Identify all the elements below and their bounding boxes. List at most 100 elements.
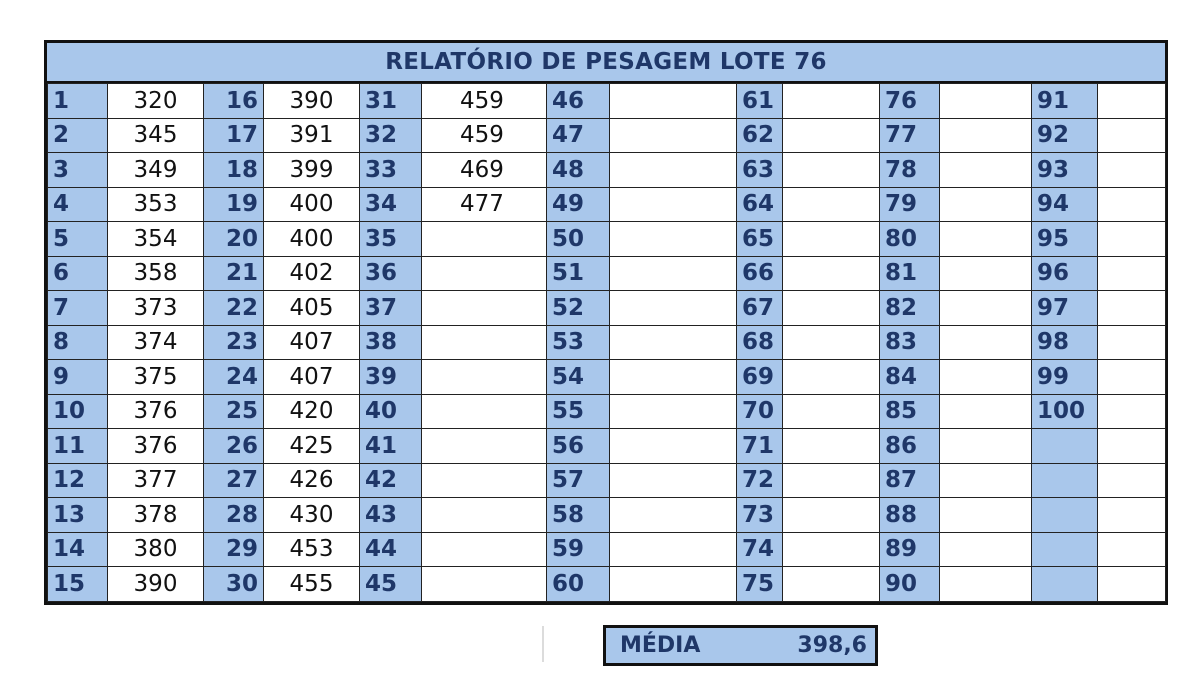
weight-value-cell[interactable] xyxy=(1097,324,1166,360)
weight-value-cell[interactable] xyxy=(782,428,880,464)
weight-value-cell[interactable]: 425 xyxy=(263,428,360,464)
weight-value-cell[interactable] xyxy=(782,359,880,395)
weight-value-cell[interactable] xyxy=(609,152,737,188)
weight-value-cell[interactable] xyxy=(1097,290,1166,326)
weight-value-cell[interactable] xyxy=(609,393,737,429)
weight-value-cell[interactable] xyxy=(421,462,547,498)
weight-value-cell[interactable] xyxy=(782,393,880,429)
weight-value-cell[interactable]: 426 xyxy=(263,462,360,498)
weight-value-cell[interactable] xyxy=(939,83,1032,119)
weight-value-cell[interactable] xyxy=(939,221,1032,257)
weight-value-cell[interactable]: 420 xyxy=(263,393,360,429)
weight-value-cell[interactable] xyxy=(1097,462,1166,498)
weight-value-cell[interactable]: 375 xyxy=(107,359,204,395)
weight-value-cell[interactable] xyxy=(782,462,880,498)
weight-value-cell[interactable] xyxy=(782,290,880,326)
weight-value-cell[interactable]: 345 xyxy=(107,117,204,153)
weight-value-cell[interactable] xyxy=(939,255,1032,291)
weight-value-cell[interactable]: 459 xyxy=(421,117,547,153)
weight-value-cell[interactable] xyxy=(609,324,737,360)
weight-value-cell[interactable]: 459 xyxy=(421,83,547,119)
weight-value-cell[interactable] xyxy=(609,117,737,153)
weight-value-cell[interactable] xyxy=(1097,117,1166,153)
weight-value-cell[interactable]: 373 xyxy=(107,290,204,326)
weight-value-cell[interactable]: 376 xyxy=(107,428,204,464)
weight-value-cell[interactable] xyxy=(939,186,1032,222)
weight-value-cell[interactable] xyxy=(421,290,547,326)
weight-value-cell[interactable] xyxy=(782,566,880,602)
weight-value-cell[interactable] xyxy=(939,428,1032,464)
weight-value-cell[interactable] xyxy=(939,462,1032,498)
weight-value-cell[interactable]: 320 xyxy=(107,83,204,119)
weight-value-cell[interactable] xyxy=(939,152,1032,188)
weight-value-cell[interactable] xyxy=(421,221,547,257)
weight-value-cell[interactable] xyxy=(609,462,737,498)
weight-value-cell[interactable] xyxy=(421,497,547,533)
weight-value-cell[interactable] xyxy=(421,359,547,395)
weight-value-cell[interactable] xyxy=(939,393,1032,429)
weight-value-cell[interactable]: 407 xyxy=(263,359,360,395)
weight-value-cell[interactable]: 405 xyxy=(263,290,360,326)
weight-value-cell[interactable]: 349 xyxy=(107,152,204,188)
weight-value-cell[interactable] xyxy=(782,186,880,222)
weight-value-cell[interactable]: 453 xyxy=(263,531,360,567)
weight-value-cell[interactable] xyxy=(421,255,547,291)
weight-value-cell[interactable] xyxy=(939,359,1032,395)
weight-value-cell[interactable] xyxy=(1097,393,1166,429)
weight-value-cell[interactable]: 377 xyxy=(107,462,204,498)
weight-value-cell[interactable]: 390 xyxy=(263,83,360,119)
weight-value-cell[interactable]: 469 xyxy=(421,152,547,188)
weight-value-cell[interactable] xyxy=(939,531,1032,567)
weight-value-cell[interactable] xyxy=(782,497,880,533)
weight-value-cell[interactable]: 358 xyxy=(107,255,204,291)
weight-value-cell[interactable] xyxy=(1097,152,1166,188)
weight-value-cell[interactable] xyxy=(421,531,547,567)
weight-value-cell[interactable]: 402 xyxy=(263,255,360,291)
weight-value-cell[interactable] xyxy=(1097,221,1166,257)
weight-value-cell[interactable]: 407 xyxy=(263,324,360,360)
weight-value-cell[interactable] xyxy=(609,221,737,257)
weight-value-cell[interactable] xyxy=(1097,359,1166,395)
weight-value-cell[interactable] xyxy=(609,359,737,395)
weight-value-cell[interactable] xyxy=(1097,186,1166,222)
weight-value-cell[interactable] xyxy=(609,531,737,567)
weight-value-cell[interactable] xyxy=(609,186,737,222)
weight-value-cell[interactable] xyxy=(939,290,1032,326)
weight-value-cell[interactable] xyxy=(939,117,1032,153)
weight-value-cell[interactable] xyxy=(421,566,547,602)
weight-value-cell[interactable] xyxy=(609,497,737,533)
weight-value-cell[interactable] xyxy=(782,255,880,291)
weight-value-cell[interactable]: 376 xyxy=(107,393,204,429)
weight-value-cell[interactable] xyxy=(609,83,737,119)
weight-value-cell[interactable]: 353 xyxy=(107,186,204,222)
weight-value-cell[interactable] xyxy=(1097,83,1166,119)
weight-value-cell[interactable]: 399 xyxy=(263,152,360,188)
weight-value-cell[interactable] xyxy=(939,497,1032,533)
weight-value-cell[interactable] xyxy=(1097,255,1166,291)
weight-value-cell[interactable] xyxy=(1097,566,1166,602)
weight-value-cell[interactable] xyxy=(1097,497,1166,533)
weight-value-cell[interactable] xyxy=(939,566,1032,602)
weight-value-cell[interactable]: 455 xyxy=(263,566,360,602)
weight-value-cell[interactable] xyxy=(782,324,880,360)
weight-value-cell[interactable] xyxy=(782,531,880,567)
weight-value-cell[interactable]: 477 xyxy=(421,186,547,222)
weight-value-cell[interactable]: 430 xyxy=(263,497,360,533)
weight-value-cell[interactable] xyxy=(1097,531,1166,567)
weight-value-cell[interactable] xyxy=(782,221,880,257)
weight-value-cell[interactable] xyxy=(609,428,737,464)
weight-value-cell[interactable]: 374 xyxy=(107,324,204,360)
weight-value-cell[interactable]: 390 xyxy=(107,566,204,602)
weight-value-cell[interactable]: 391 xyxy=(263,117,360,153)
weight-value-cell[interactable] xyxy=(939,324,1032,360)
weight-value-cell[interactable]: 400 xyxy=(263,186,360,222)
weight-value-cell[interactable]: 378 xyxy=(107,497,204,533)
weight-value-cell[interactable] xyxy=(1097,428,1166,464)
weight-value-cell[interactable] xyxy=(782,152,880,188)
weight-value-cell[interactable] xyxy=(609,290,737,326)
weight-value-cell[interactable] xyxy=(421,324,547,360)
weight-value-cell[interactable] xyxy=(782,83,880,119)
weight-value-cell[interactable] xyxy=(782,117,880,153)
weight-value-cell[interactable]: 354 xyxy=(107,221,204,257)
weight-value-cell[interactable] xyxy=(421,393,547,429)
